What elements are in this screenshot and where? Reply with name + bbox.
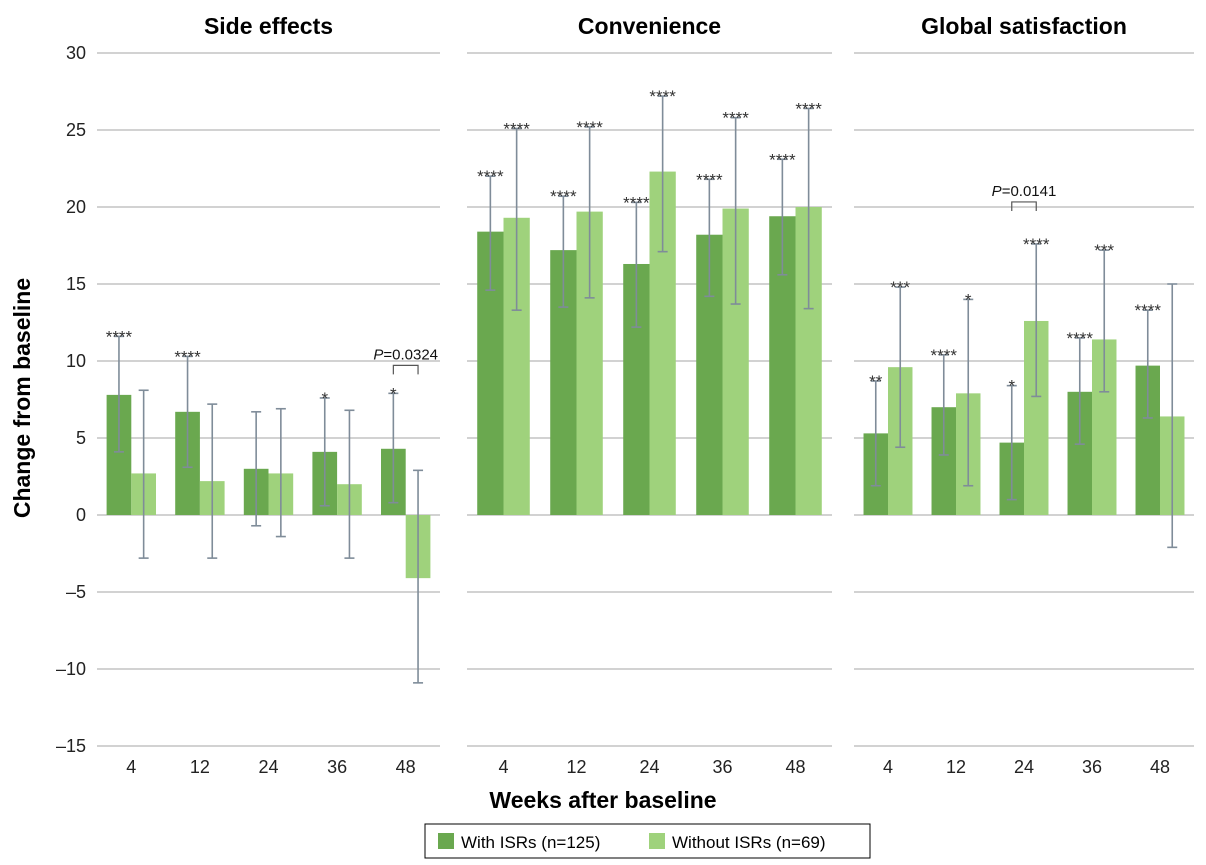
significance-mark: **	[869, 372, 883, 391]
legend-swatch	[438, 833, 454, 849]
x-axis-label: Weeks after baseline	[489, 787, 716, 813]
y-axis: –15 –10 –5 0 5 10 15 20 25 30	[56, 43, 86, 756]
significance-mark: ****	[1135, 301, 1162, 320]
comparison-bracket	[392, 364, 419, 375]
legend-box	[424, 823, 871, 859]
p-value: =0.0141	[1002, 183, 1057, 200]
p-value-label: P=0.0141	[992, 183, 1057, 200]
y-tick-label: –10	[56, 659, 86, 679]
significance-mark: ****	[769, 150, 796, 169]
significance-mark: ***	[890, 278, 910, 297]
legend-swatch	[649, 833, 665, 849]
significance-mark: ****	[696, 170, 723, 189]
x-tick-label: 48	[785, 757, 805, 777]
p-value-label: P=0.0324	[373, 346, 438, 363]
x-tick-label: 24	[1014, 757, 1034, 777]
panel-title: Global satisfaction	[921, 13, 1127, 39]
x-tick-label: 48	[1150, 757, 1170, 777]
panel-title: Convenience	[578, 13, 721, 39]
p-symbol: P	[992, 183, 1002, 200]
y-tick-label: 5	[76, 428, 86, 448]
x-tick-label: 36	[712, 757, 732, 777]
x-tick-label: 36	[327, 757, 347, 777]
p-symbol: P	[373, 346, 383, 363]
significance-mark: ****	[477, 167, 504, 186]
x-tick-label: 12	[566, 757, 586, 777]
y-tick-label: –15	[56, 736, 86, 756]
significance-mark: ****	[1023, 235, 1050, 254]
significance-mark: ****	[1067, 329, 1094, 348]
y-tick-label: –5	[66, 582, 86, 602]
significance-mark: ****	[931, 346, 958, 365]
legend-label: Without ISRs (n=69)	[672, 833, 826, 852]
significance-mark: ****	[623, 193, 650, 212]
x-tick-label: 4	[498, 757, 508, 777]
legend: With ISRs (n=125) Without ISRs (n=69)	[424, 823, 871, 859]
panel: Convenience **** **** **** **** **** **** **** *…	[467, 13, 832, 777]
x-tick-label: 4	[126, 757, 136, 777]
significance-mark: ****	[106, 327, 133, 346]
comparison-bracket	[1011, 201, 1037, 211]
x-tick-label: 4	[883, 757, 893, 777]
significance-mark: ****	[722, 109, 749, 128]
y-axis-label: Change from baseline	[9, 278, 35, 518]
x-tick-label: 12	[946, 757, 966, 777]
significance-mark: ****	[795, 99, 822, 118]
panel-title: Side effects	[204, 13, 333, 39]
significance-mark: ****	[550, 187, 577, 206]
x-tick-label: 12	[190, 757, 210, 777]
y-tick-label: 0	[76, 505, 86, 525]
x-tick-label: 24	[639, 757, 659, 777]
x-tick-label: 24	[258, 757, 278, 777]
y-tick-label: 25	[66, 120, 86, 140]
significance-mark: ***	[1094, 241, 1114, 260]
significance-mark: *	[965, 290, 972, 309]
significance-mark: ****	[503, 119, 530, 138]
y-tick-label: 30	[66, 43, 86, 63]
p-value: =0.0324	[383, 346, 438, 363]
y-tick-label: 10	[66, 351, 86, 371]
legend-label: With ISRs (n=125)	[461, 833, 600, 852]
significance-mark: *	[1008, 377, 1015, 396]
significance-mark: ****	[649, 87, 676, 106]
panel: Global satisfaction*********************…	[854, 13, 1194, 777]
significance-mark: ****	[576, 118, 603, 137]
significance-mark: ****	[174, 347, 201, 366]
significance-mark: *	[321, 389, 328, 408]
x-tick-label: 36	[1082, 757, 1102, 777]
significance-mark: *	[390, 384, 397, 403]
y-tick-label: 15	[66, 274, 86, 294]
x-tick-label: 48	[396, 757, 416, 777]
y-tick-label: 20	[66, 197, 86, 217]
